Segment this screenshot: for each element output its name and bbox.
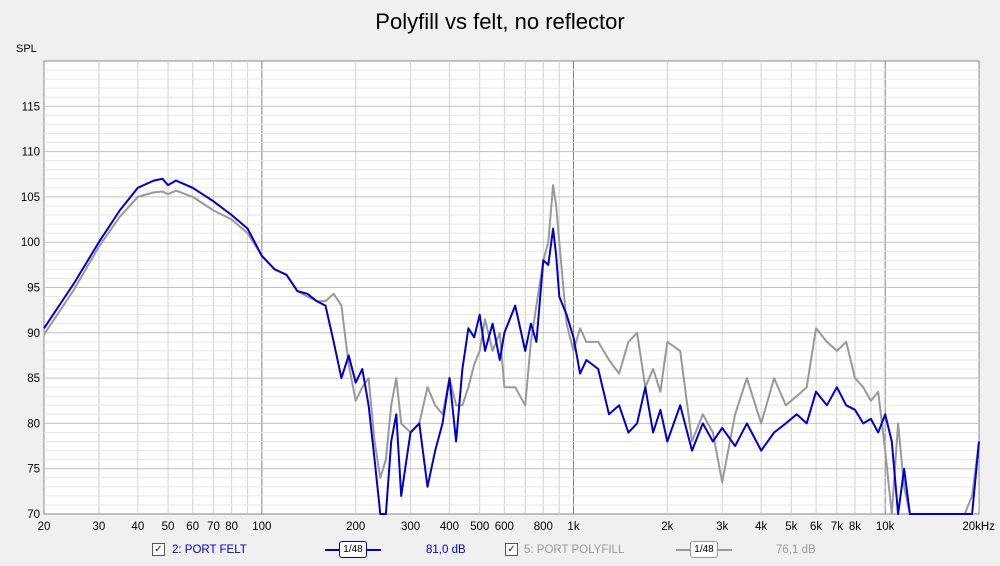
y-tick-label: 80 [27,418,40,430]
y-tick-label: 100 [21,237,40,249]
felt-visibility-checkbox[interactable]: ✓ [152,543,165,556]
x-tick-label: 8k [849,521,861,533]
felt-smoothing-control[interactable]: 1/48 [325,541,381,558]
grid-lines [44,61,979,514]
felt-smoothing-value: 1/48 [339,541,367,558]
x-tick-label: 600 [495,521,514,533]
x-tick-label: 60 [186,521,199,533]
x-tick-labels: 20 30 40 50 60 70 80 100 200 300 400 500 600 800 1k 2k 3… [38,521,996,533]
frequency-response-plot: 70 75 80 85 90 95 100 105 110 115 20 30 40 50 60 70 80 1… [21,60,996,533]
polyfill-smoothing-control[interactable]: 1/48 [676,541,732,558]
x-tick-label: 200 [346,521,365,533]
legend-label-felt[interactable]: 2: PORT FELT [172,544,247,556]
x-tick-label: 300 [401,521,420,533]
series-line-5-port-polyfill [43,184,980,515]
y-tick-label: 110 [22,147,40,159]
y-tick-labels: 70 75 80 85 90 95 100 105 110 115 [21,101,40,521]
x-tick-label: 80 [225,521,238,533]
x-tick-label: 20 [38,521,51,533]
legend: ✓ 2: PORT FELT 1/48 81,0 dB ✓ 5: PORT PO… [0,540,1000,562]
x-tick-label: 100 [252,521,271,533]
x-tick-label: 6k [810,521,822,533]
y-tick-label: 85 [27,373,40,385]
series-line-2-port-felt [43,177,980,515]
x-tick-label: 2k [661,521,673,533]
x-tick-label: 7k [831,521,843,533]
y-tick-label: 70 [27,509,40,521]
x-tick-label: 70 [207,521,220,533]
polyfill-smoothing-value: 1/48 [690,541,718,558]
x-tick-label: 50 [162,521,175,533]
polyfill-level-value: 76,1 dB [776,544,816,556]
x-tick-label: 500 [470,521,489,533]
x-tick-label: 5k [785,521,797,533]
felt-level-value: 81,0 dB [426,544,466,556]
y-axis-label: SPL [16,43,37,55]
legend-label-polyfill[interactable]: 5: PORT POLYFILL [524,544,625,556]
y-tick-label: 75 [27,464,40,476]
polyfill-visibility-checkbox[interactable]: ✓ [505,543,518,556]
x-tick-label: 1k [567,521,579,533]
series-lines [43,177,980,515]
x-tick-label: 40 [131,521,144,533]
y-tick-label: 115 [22,101,40,113]
x-tick-label: 30 [92,521,105,533]
x-tick-label: 800 [534,521,553,533]
x-tick-label: 4k [755,521,767,533]
x-tick-label: 10k [876,521,895,533]
y-tick-label: 90 [27,328,40,340]
y-tick-label: 105 [21,192,40,204]
y-tick-label: 95 [27,283,40,295]
chart-title: Polyfill vs felt, no reflector [375,9,625,34]
x-tick-label: 400 [440,521,459,533]
x-tick-label: 20kHz [962,521,995,533]
x-tick-label: 3k [716,521,728,533]
